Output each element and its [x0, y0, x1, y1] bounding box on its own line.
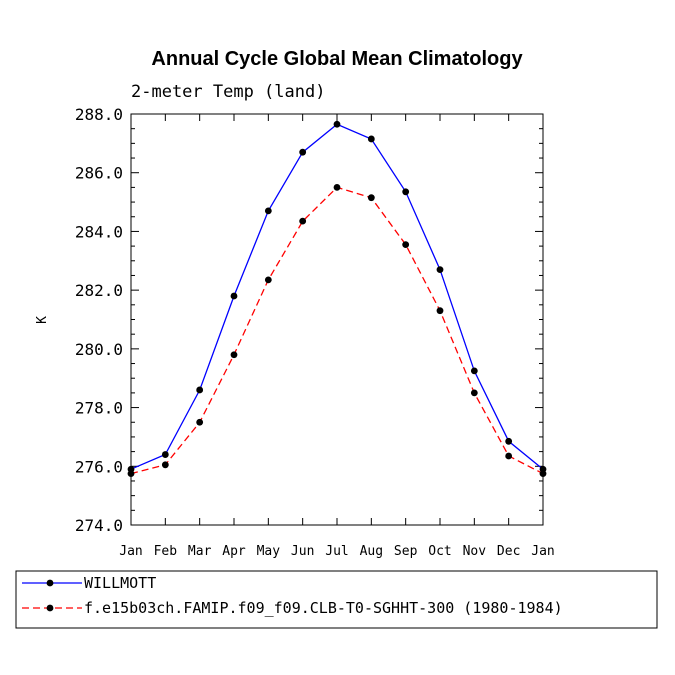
y-tick-label: 278.0	[75, 399, 123, 418]
legend-box	[15, 570, 658, 629]
series-layer	[127, 120, 547, 478]
x-tick-label: Jan	[531, 544, 554, 559]
x-tick-label: Aug	[360, 544, 383, 559]
series-2-point	[161, 461, 169, 469]
y-tick-label: 274.0	[75, 516, 123, 535]
series-line-1	[130, 123, 544, 470]
series-1-point	[196, 386, 204, 394]
series-2-point	[367, 194, 375, 202]
y-tick-label: 276.0	[75, 457, 123, 476]
series-2-point	[127, 470, 135, 478]
y-tick-label: 286.0	[75, 164, 123, 183]
series-1-point	[505, 437, 513, 445]
series-line-2	[130, 186, 544, 475]
series-1-point	[264, 207, 272, 215]
y-tick-label: 284.0	[75, 222, 123, 241]
y-axis-label: K	[35, 316, 50, 324]
series-2-point	[333, 183, 341, 191]
series-2-point	[264, 276, 272, 284]
y-tick-label: 288.0	[75, 105, 123, 124]
series-1-point	[470, 367, 478, 375]
x-tick-label: Feb	[154, 544, 178, 559]
chart-subtitle: 2-meter Temp (land)	[131, 82, 325, 102]
series-1-point	[230, 292, 238, 300]
x-tick-label: Sep	[394, 544, 418, 559]
legend: WILLMOTT f.e15b03ch.FAMIP.f09_f09.CLB-T0-…	[22, 574, 563, 617]
y-tick-label: 280.0	[75, 340, 123, 359]
series-2-point	[539, 470, 547, 478]
x-tick-label: Jul	[325, 544, 348, 559]
series-2-point	[230, 351, 238, 359]
series-2-point	[505, 452, 513, 460]
series-1-point	[402, 188, 410, 196]
x-tick-label: Jan	[119, 544, 142, 559]
chart-title: Annual Cycle Global Mean Climatology	[151, 48, 523, 70]
series-2-point	[402, 241, 410, 249]
legend-marker-1	[46, 579, 54, 587]
legend-label-2: f.e15b03ch.FAMIP.f09_f09.CLB-T0-SGHHT-30…	[84, 599, 563, 617]
series-2-point	[436, 307, 444, 315]
y-tick-label: 282.0	[75, 281, 123, 300]
series-2-point	[196, 418, 204, 426]
axis-ticks: Jan Feb Mar Apr May Jun Jul Aug Sep Oct Nov Dec Jan 2…	[75, 105, 555, 559]
x-tick-label: May	[257, 544, 281, 559]
x-tick-label: Apr	[222, 544, 246, 559]
x-tick-label: Jun	[291, 544, 314, 559]
x-tick-label: Mar	[188, 544, 212, 559]
series-1-point	[299, 148, 307, 156]
plot-frame	[130, 113, 544, 526]
series-1-point	[436, 266, 444, 273]
x-tick-label: Oct	[428, 544, 451, 559]
series-1-point	[367, 135, 375, 143]
legend-marker-2	[46, 604, 54, 612]
series-1-point	[161, 451, 169, 458]
x-tick-label: Dec	[497, 544, 520, 559]
series-1-point	[333, 120, 341, 128]
series-2-point	[470, 389, 478, 397]
series-2-point	[299, 217, 307, 225]
legend-label-1: WILLMOTT	[84, 574, 156, 592]
x-tick-label: Nov	[463, 544, 487, 559]
